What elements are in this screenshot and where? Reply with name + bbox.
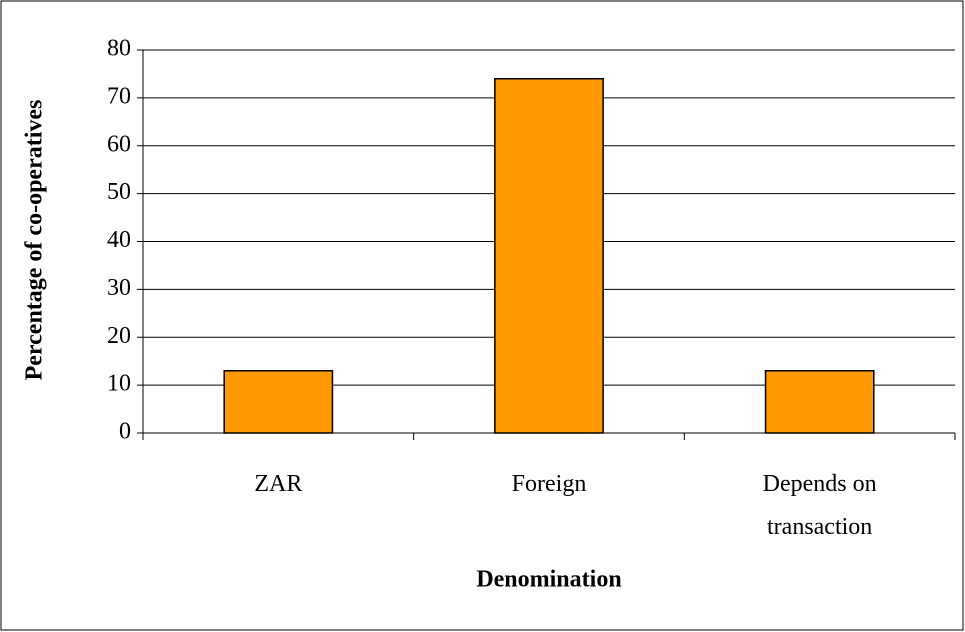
bar [494,77,604,434]
bar [223,370,334,434]
y-tick-label: 20 [107,323,131,349]
y-tick-label: 50 [107,179,131,205]
y-tick-label: 80 [107,36,131,62]
y-tick-label: 60 [107,131,131,157]
y-tick-label: 40 [107,227,131,253]
x-tick-label: ZAR [254,471,303,497]
x-tick-label: Foreign [511,471,587,497]
y-tick-label: 10 [107,371,131,397]
y-tick-label: 0 [119,419,131,445]
bar [764,370,875,434]
y-axis-title: Percentage of co-operatives [22,100,48,381]
y-tick-label: 30 [107,275,131,301]
y-tick-label: 70 [107,83,131,109]
x-axis-title: Denomination [476,567,621,593]
x-tick-label: Depends on transaction [762,471,877,540]
